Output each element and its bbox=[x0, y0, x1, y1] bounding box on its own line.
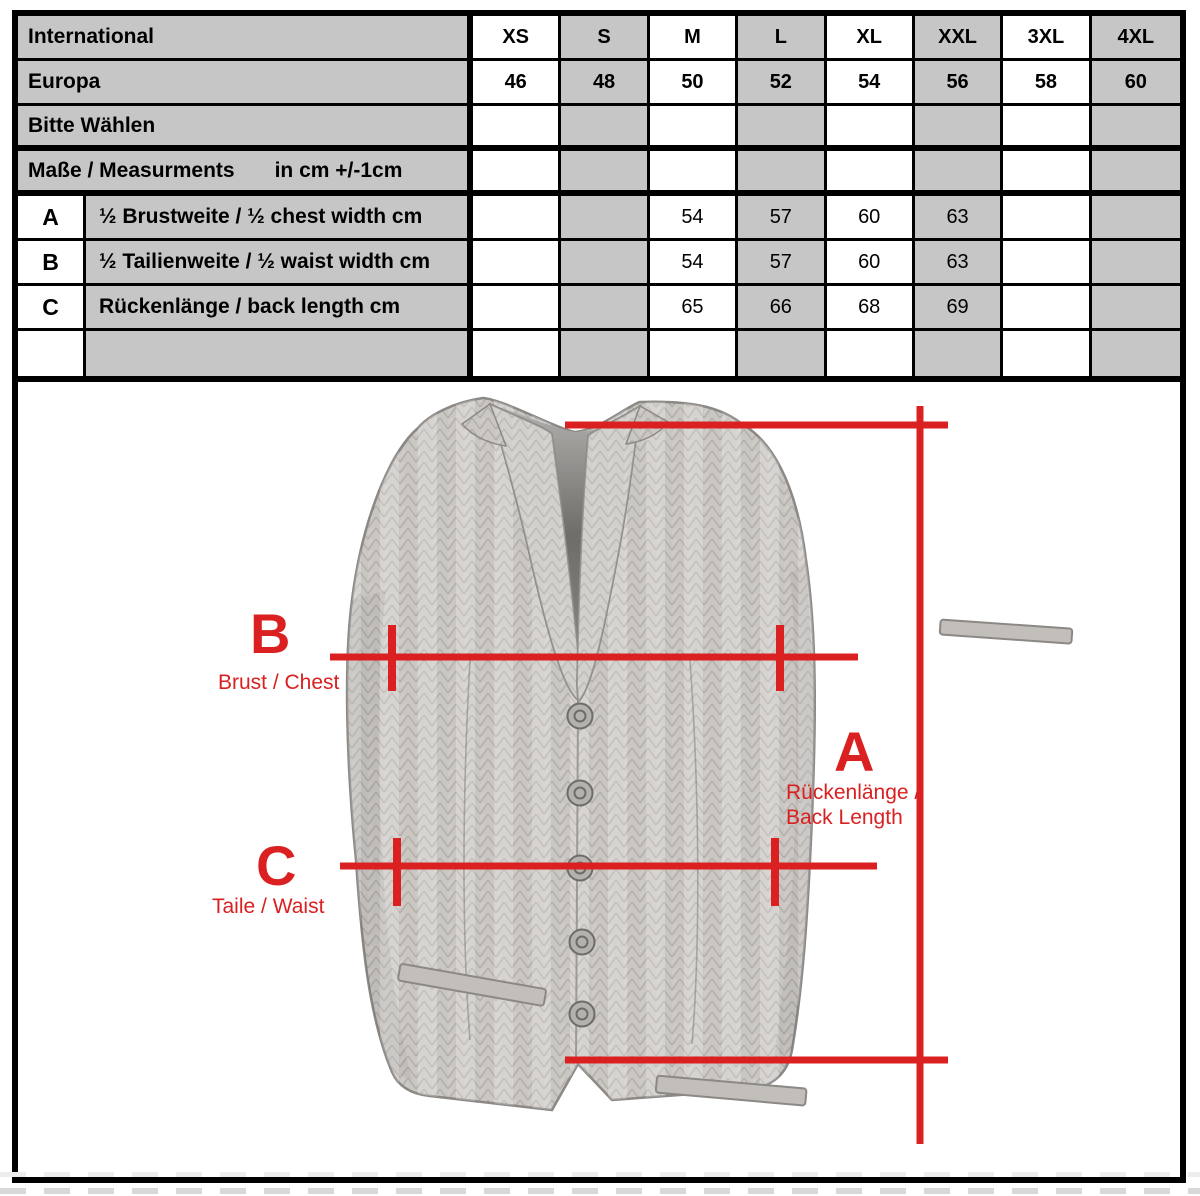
size-header-xs: XS bbox=[473, 16, 562, 61]
empty-cell bbox=[826, 151, 915, 196]
vest-illustration bbox=[330, 396, 1074, 1144]
choose-size-cell-xs[interactable] bbox=[473, 106, 562, 151]
choose-size-cell-s[interactable] bbox=[561, 106, 650, 151]
measure-label-chest: ½ Brustweite / ½ chest width cm bbox=[86, 196, 473, 241]
measure-value: 57 bbox=[738, 241, 827, 286]
europa-size-cell: 52 bbox=[738, 61, 827, 106]
chest-pocket bbox=[938, 618, 1074, 645]
empty-cell bbox=[1003, 151, 1092, 196]
choose-size-cell-l[interactable] bbox=[738, 106, 827, 151]
row-label-international: International bbox=[18, 16, 473, 61]
measure-value: 69 bbox=[914, 286, 1004, 331]
measure-value: 60 bbox=[826, 196, 915, 241]
right-pocket bbox=[654, 1074, 808, 1107]
empty-cell bbox=[561, 331, 650, 376]
measure-letter-b: B bbox=[18, 241, 86, 286]
measure-value: 66 bbox=[738, 286, 827, 331]
measure-letter-a: A bbox=[18, 196, 86, 241]
size-header-l: L bbox=[738, 16, 827, 61]
empty-label-cell bbox=[86, 331, 473, 376]
annotation-letter-b: B bbox=[250, 602, 291, 665]
size-header-xl: XL bbox=[826, 16, 915, 61]
annotation-caption-waist: Taile / Waist bbox=[212, 895, 325, 918]
annotation-caption-back-length: Rückenlänge / Back Length bbox=[786, 780, 920, 830]
measure-value: 57 bbox=[738, 196, 827, 241]
empty-cell bbox=[473, 331, 562, 376]
choose-size-cell-4xl[interactable] bbox=[1091, 106, 1180, 151]
empty-cell bbox=[649, 151, 739, 196]
measure-value bbox=[561, 241, 650, 286]
europa-size-cell: 56 bbox=[914, 61, 1004, 106]
row-label-measurements: Maße / Measurments in cm +/-1cm bbox=[18, 151, 473, 196]
empty-cell bbox=[1091, 331, 1180, 376]
measure-value bbox=[473, 196, 562, 241]
measurements-unit-note: in cm +/-1cm bbox=[274, 158, 403, 182]
bottom-dashed-line-lower bbox=[0, 1188, 1200, 1194]
empty-cell bbox=[561, 151, 650, 196]
empty-cell bbox=[1003, 331, 1092, 376]
empty-cell bbox=[914, 151, 1004, 196]
back-length-caption-de: Rückenlänge / bbox=[786, 781, 921, 804]
measure-value: 63 bbox=[914, 241, 1004, 286]
bottom-dashed-line-upper bbox=[0, 1172, 1200, 1177]
empty-cell bbox=[649, 331, 739, 376]
size-header-3xl: 3XL bbox=[1003, 16, 1092, 61]
measure-value bbox=[561, 286, 650, 331]
measure-label-waist: ½ Tailienweite / ½ waist width cm bbox=[86, 241, 473, 286]
measure-value bbox=[473, 286, 562, 331]
measure-label-back-length: Rückenlänge / back length cm bbox=[86, 286, 473, 331]
choose-size-cell-3xl[interactable] bbox=[1003, 106, 1092, 151]
size-header-xxl: XXL bbox=[914, 16, 1004, 61]
empty-cell bbox=[738, 151, 827, 196]
measure-value bbox=[561, 196, 650, 241]
measure-letter-c: C bbox=[18, 286, 86, 331]
measure-value: 54 bbox=[649, 196, 739, 241]
measure-value bbox=[1091, 286, 1180, 331]
measure-value bbox=[1003, 196, 1092, 241]
row-label-bitte-waehlen: Bitte Wählen bbox=[18, 106, 473, 151]
measure-value: 63 bbox=[914, 196, 1004, 241]
measure-value bbox=[1091, 241, 1180, 286]
europa-size-cell: 48 bbox=[561, 61, 650, 106]
annotation-letter-c: C bbox=[256, 834, 297, 897]
size-table: International XS S M L XL XXL 3XL 4XL Eu… bbox=[12, 10, 1186, 382]
annotation-caption-chest: Brust / Chest bbox=[218, 671, 340, 694]
annotation-letter-a: A bbox=[834, 720, 875, 783]
europa-size-cell: 60 bbox=[1091, 61, 1180, 106]
europa-size-cell: 46 bbox=[473, 61, 562, 106]
europa-size-cell: 58 bbox=[1003, 61, 1092, 106]
europa-size-cell: 54 bbox=[826, 61, 915, 106]
row-label-europa: Europa bbox=[18, 61, 473, 106]
empty-cell bbox=[826, 331, 915, 376]
europa-size-cell: 50 bbox=[649, 61, 739, 106]
choose-size-cell-m[interactable] bbox=[649, 106, 739, 151]
empty-cell bbox=[473, 151, 562, 196]
measure-value bbox=[1003, 241, 1092, 286]
measure-value: 60 bbox=[826, 241, 915, 286]
measurements-label: Maße / Measurments bbox=[28, 158, 235, 182]
size-header-s: S bbox=[561, 16, 650, 61]
measure-value: 68 bbox=[826, 286, 915, 331]
choose-size-cell-xxl[interactable] bbox=[914, 106, 1004, 151]
empty-cell bbox=[914, 331, 1004, 376]
left-pocket bbox=[397, 963, 547, 1007]
empty-cell bbox=[738, 331, 827, 376]
empty-letter-cell bbox=[18, 331, 86, 376]
measure-value bbox=[1091, 196, 1180, 241]
measure-value: 65 bbox=[649, 286, 739, 331]
back-length-caption-en: Back Length bbox=[786, 806, 903, 829]
measurement-lines bbox=[330, 406, 948, 1144]
measure-value bbox=[1003, 286, 1092, 331]
choose-size-cell-xl[interactable] bbox=[826, 106, 915, 151]
size-header-4xl: 4XL bbox=[1091, 16, 1180, 61]
empty-cell bbox=[1091, 151, 1180, 196]
vest-body bbox=[345, 396, 1074, 1112]
measure-value: 54 bbox=[649, 241, 739, 286]
measure-value bbox=[473, 241, 562, 286]
size-header-m: M bbox=[649, 16, 739, 61]
